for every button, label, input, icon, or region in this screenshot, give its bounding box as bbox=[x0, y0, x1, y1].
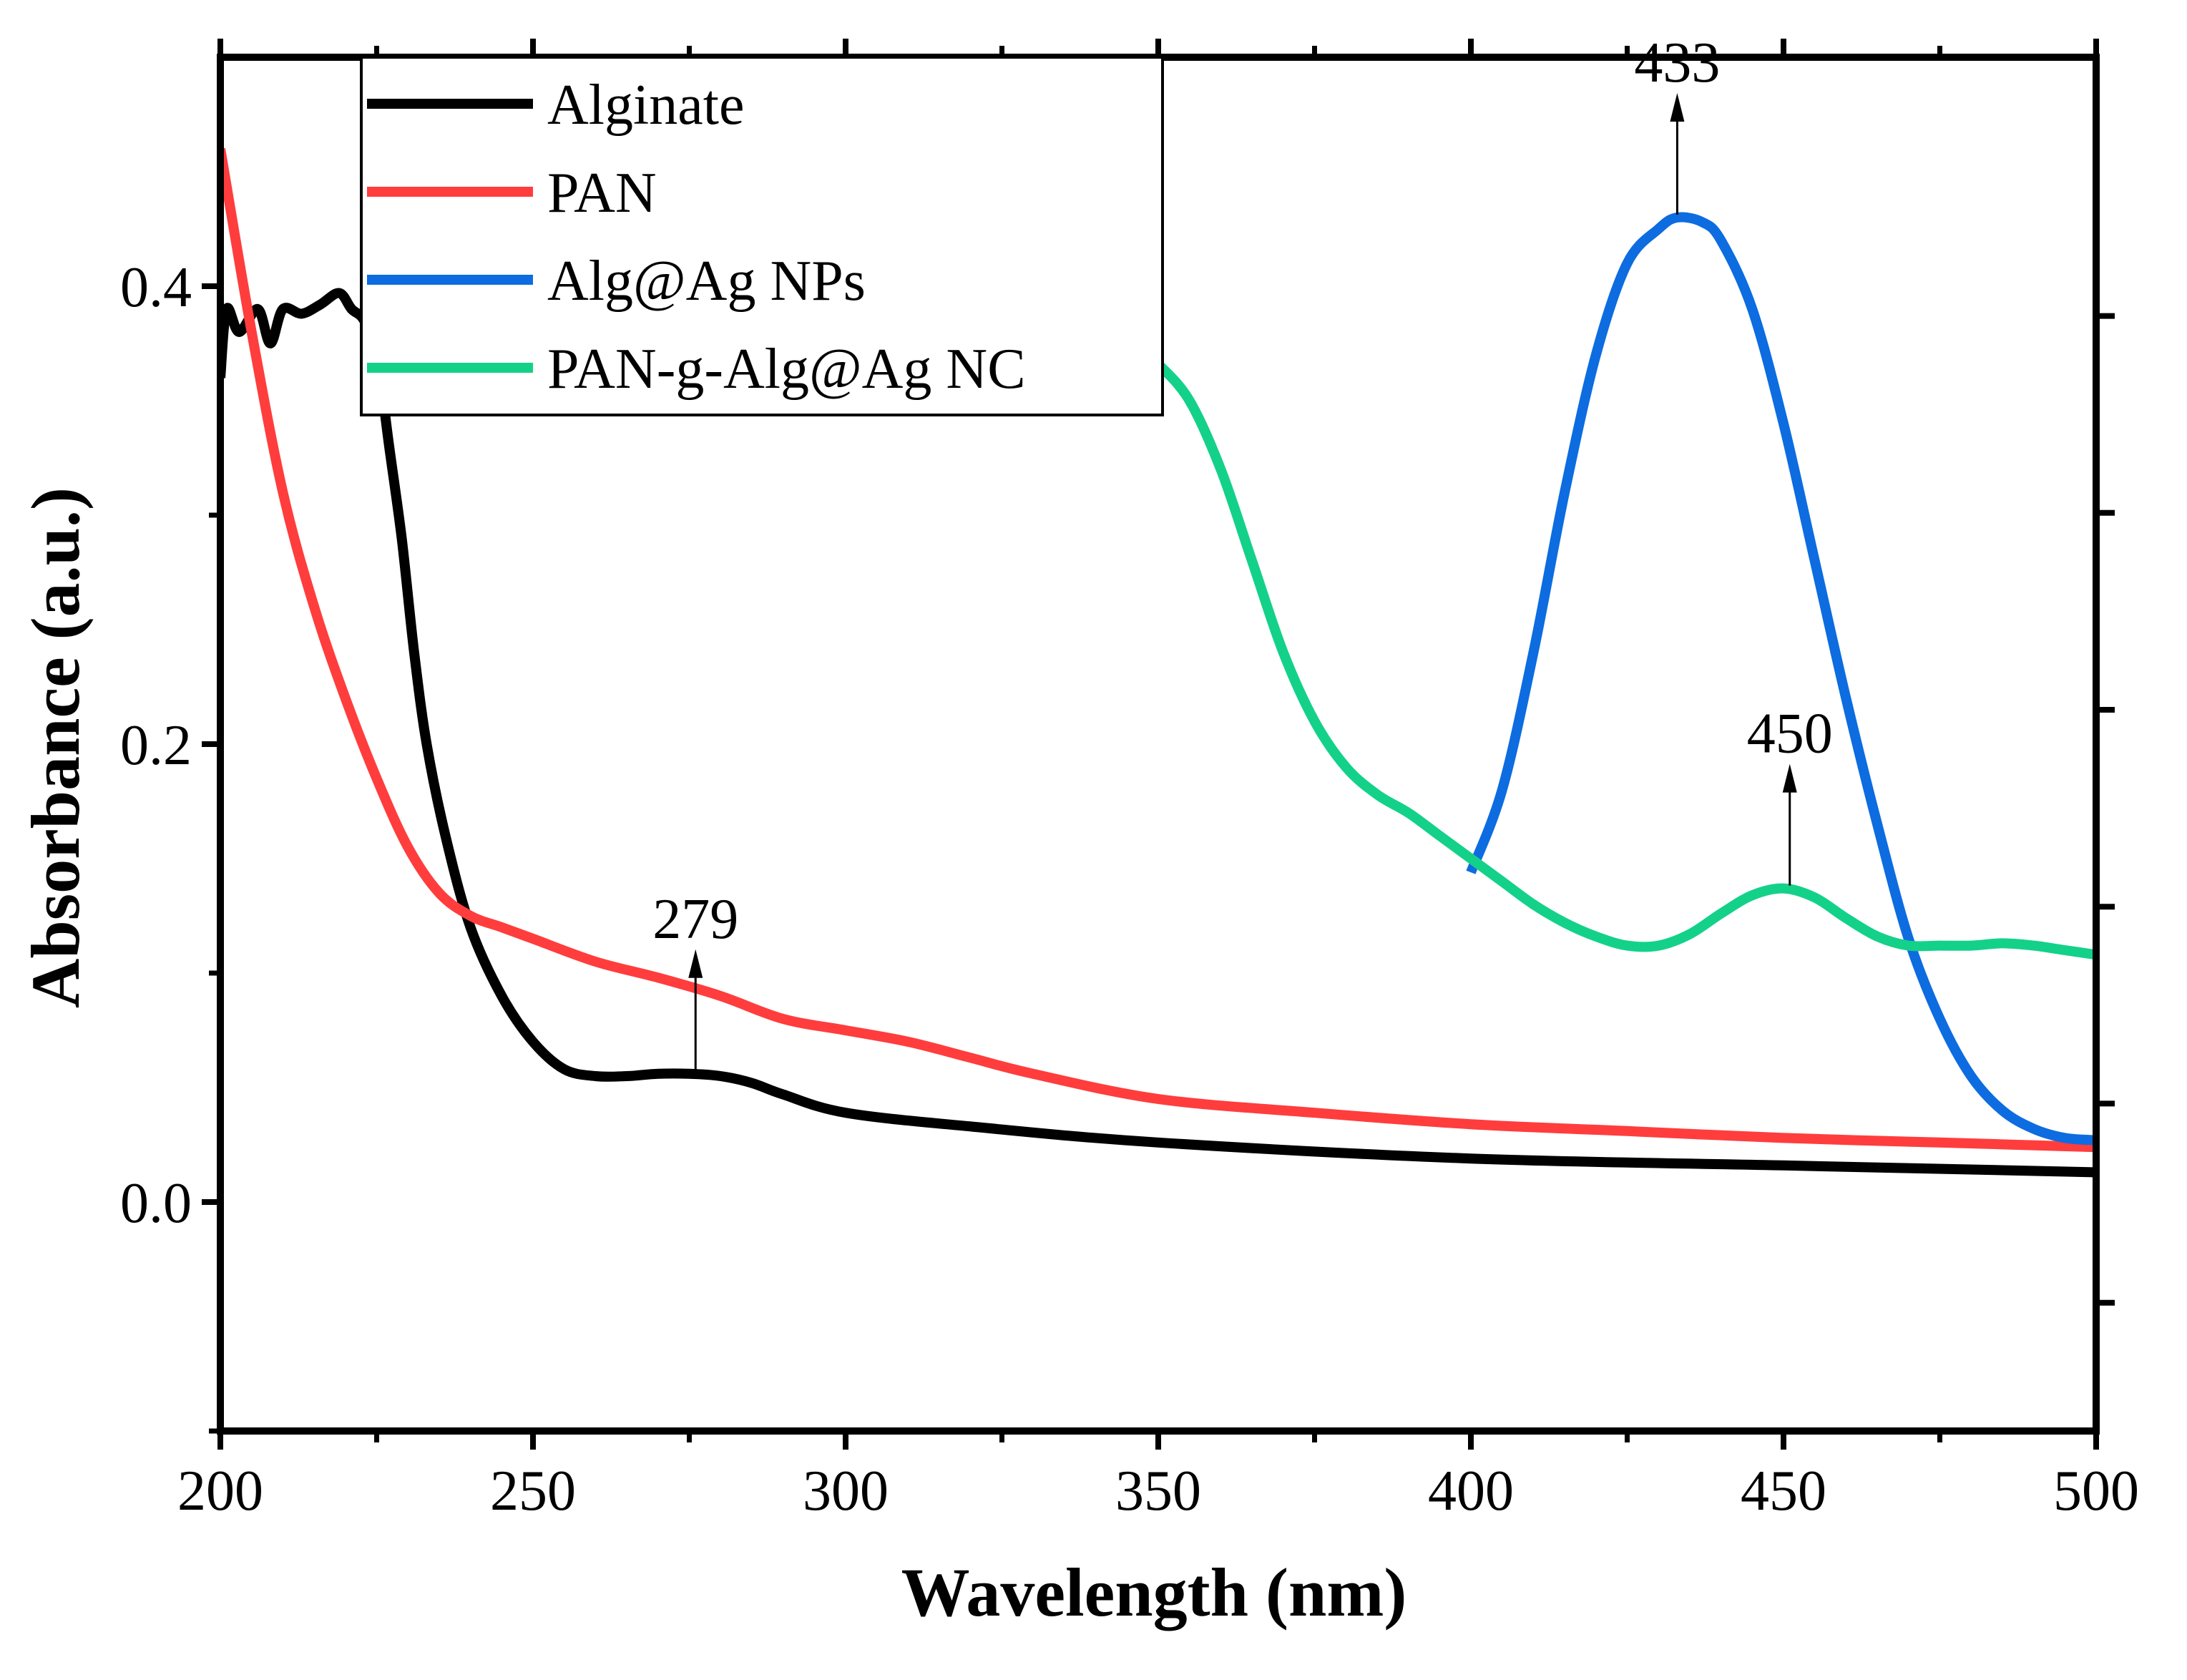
x-tick-label: 450 bbox=[1741, 1460, 1826, 1523]
legend: Alginate PAN Alg@Ag NPs PAN-g-Alg@Ag NC bbox=[360, 56, 1164, 416]
y-tick-label: 0.2 bbox=[120, 714, 192, 777]
annotation-arrowhead-433 bbox=[1670, 93, 1685, 122]
legend-label-pan-g-alg-ag-nc: PAN-g-Alg@Ag NC bbox=[547, 338, 1026, 401]
y-tick-label: 0.4 bbox=[120, 256, 192, 319]
annotation-label-450: 450 bbox=[1747, 703, 1833, 766]
series-line-alg-ag-nps bbox=[1466, 212, 2096, 1146]
x-tick-label: 400 bbox=[1428, 1460, 1514, 1523]
annotation-label-279: 279 bbox=[652, 888, 738, 951]
series-line-pan bbox=[220, 147, 2096, 1153]
x-tick-label: 350 bbox=[1115, 1460, 1201, 1523]
y-tick-label: 0.0 bbox=[120, 1172, 192, 1235]
x-tick-label: 200 bbox=[177, 1460, 263, 1523]
legend-label-alginate: Alginate bbox=[547, 74, 744, 137]
series-line-alginate bbox=[220, 288, 2096, 1178]
y-axis-title: Absorbance (a.u.) bbox=[17, 487, 94, 1008]
series-layer bbox=[220, 147, 2096, 1178]
annotation-layer: 279 433 450 bbox=[652, 31, 1833, 1071]
x-tick-label: 300 bbox=[803, 1460, 889, 1523]
x-axis-title: Wavelength (nm) bbox=[901, 1554, 1407, 1631]
annotation-arrowhead-279 bbox=[688, 949, 703, 978]
legend-label-pan: PAN bbox=[547, 162, 657, 225]
annotation-label-433: 433 bbox=[1634, 31, 1720, 94]
tick-layer: 200 250 300 350 400 450 500 0.0 0.2 0.4 bbox=[120, 39, 2139, 1523]
annotation-arrowhead-450 bbox=[1782, 763, 1797, 793]
legend-box bbox=[360, 56, 1164, 416]
legend-label-alg-ag-nps: Alg@Ag NPs bbox=[547, 250, 866, 313]
series-line-pan-g-alg-ag-nc bbox=[1092, 305, 2096, 960]
x-tick-label: 500 bbox=[2053, 1460, 2139, 1523]
x-tick-label: 250 bbox=[490, 1460, 576, 1523]
